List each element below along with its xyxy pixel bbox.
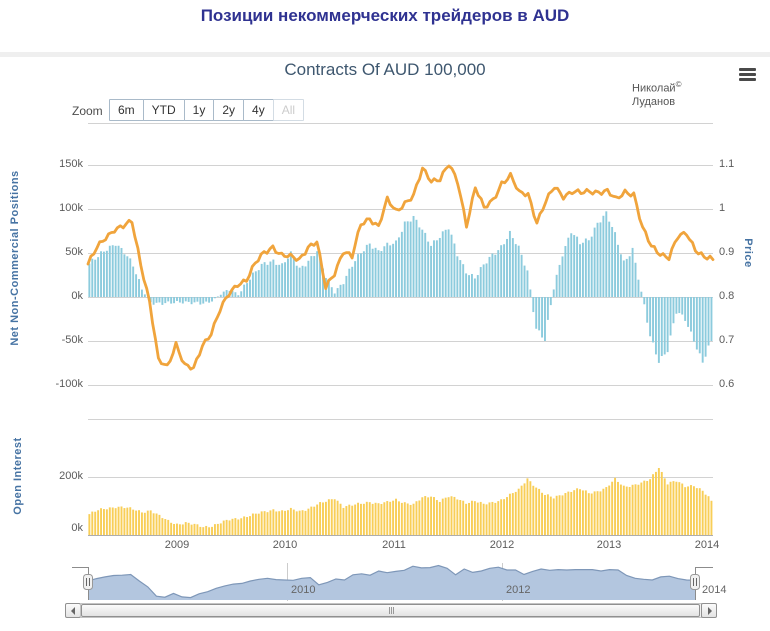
navigator[interactable] (72, 563, 713, 601)
page-title: Позиции некоммерческих трейдеров в AUD (200, 6, 570, 25)
x-axis-year-label: 2010 (272, 539, 298, 551)
range-button-4y[interactable]: 4y (243, 99, 274, 121)
navigator-handle-left[interactable] (83, 574, 93, 590)
credit-name: Николай (632, 82, 676, 95)
price-axis-tick: 0.9 (719, 246, 735, 258)
range-button-6m[interactable]: 6m (109, 99, 144, 121)
x-axis-year-label: 2009 (164, 539, 190, 551)
net-positions-bars (88, 211, 713, 363)
navigator-area[interactable] (88, 565, 695, 601)
net-axis-tick: 0k (71, 290, 83, 302)
range-selector: 6m YTD 1y 2y 4y All (109, 99, 305, 121)
oi-axis-tick: 200k (59, 470, 83, 482)
price-axis-tick: 0.7 (719, 334, 735, 346)
price-axis-tick: 1.1 (719, 158, 735, 170)
hamburger-menu-icon[interactable] (739, 68, 756, 83)
net-axis-tick: 100k (59, 202, 83, 214)
navigator-label-2010: 2010 (291, 584, 316, 596)
main-plot-area[interactable] (86, 123, 715, 386)
net-axis-tick: 150k (59, 158, 83, 170)
price-axis-tick: 1 (719, 202, 726, 214)
net-axis-tick: -50k (61, 334, 83, 346)
credit-surname: Луданов (632, 95, 676, 108)
navigator-handle-right[interactable] (690, 574, 700, 590)
open-interest-bars (88, 468, 713, 535)
x-axis-year-label: 2013 (596, 539, 622, 551)
price-line (86, 164, 715, 371)
price-axis-title: Price (742, 238, 754, 268)
price-axis-tick: 0.8 (719, 290, 735, 302)
range-button-ytd[interactable]: YTD (142, 99, 185, 121)
scrollbar-right-arrow[interactable] (701, 603, 717, 618)
price-axis-tick: 0.6 (719, 378, 735, 390)
scrollbar-track[interactable] (80, 603, 702, 618)
grip-icon (390, 607, 392, 614)
navigator-label-2012: 2012 (506, 584, 531, 596)
range-button-all: All (272, 99, 305, 121)
top-divider (0, 52, 770, 57)
navigator-label-2014: 2014 (702, 584, 727, 596)
scrollbar-thumb[interactable] (81, 604, 700, 617)
copyright-icon: © (675, 80, 682, 89)
triangle-right-icon (708, 607, 712, 615)
open-interest-plot-area[interactable] (88, 419, 713, 536)
chart-credits: Николай© Луданов (632, 78, 682, 109)
x-axis-year-label: 2012 (489, 539, 515, 551)
triangle-left-icon (71, 607, 75, 615)
net-axis-tick: 50k (65, 246, 83, 258)
range-button-1y[interactable]: 1y (183, 99, 215, 121)
scrollbar-left-arrow[interactable] (65, 603, 81, 618)
chart-title: Contracts Of AUD 100,000 (284, 60, 486, 79)
oi-axis-title: Open Interest (12, 437, 24, 515)
net-axis-title: Net Non-Commercial Positions (9, 170, 21, 346)
zoom-label: Zoom (72, 104, 103, 118)
range-button-2y[interactable]: 2y (213, 99, 245, 121)
x-axis-year-label: 2011 (382, 539, 406, 551)
x-axis-year-label: 2014 (694, 539, 720, 551)
oi-axis-tick: 0k (71, 522, 83, 534)
navigator-area-line (87, 564, 696, 599)
net-axis-tick: -100k (55, 378, 83, 390)
